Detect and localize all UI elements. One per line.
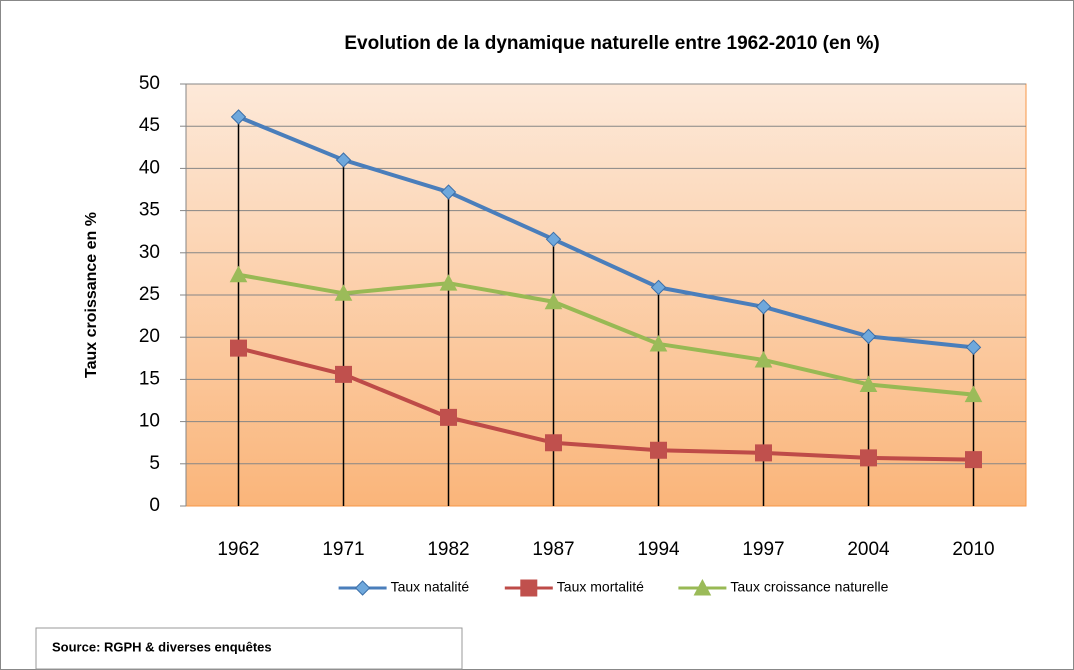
marker [229, 265, 248, 283]
series-line [238, 272, 974, 397]
marker [754, 350, 773, 368]
marker [230, 339, 247, 357]
marker [859, 375, 878, 392]
marker [440, 184, 457, 200]
marker [755, 299, 772, 315]
marker [334, 284, 353, 301]
source-box [35, 627, 463, 670]
legend-marker [520, 579, 538, 597]
y-tick-label: 45 [139, 115, 160, 136]
legend-label: Taux natalité [391, 579, 470, 595]
y-tick-label: 40 [139, 157, 160, 178]
marker [650, 441, 667, 459]
chart-title: Evolution de la dynamique naturelle entr… [344, 33, 879, 54]
y-tick-label: 5 [149, 453, 160, 474]
series-line [238, 346, 974, 462]
marker [650, 279, 667, 296]
x-tick-label: 1987 [532, 539, 574, 560]
marker [544, 292, 563, 310]
marker [649, 334, 668, 352]
legend-marker [693, 578, 712, 596]
x-tick-label: 1982 [427, 539, 469, 560]
marker [335, 152, 352, 168]
y-tick-label: 25 [139, 284, 160, 305]
marker [860, 449, 877, 467]
marker [230, 109, 247, 125]
x-tick-label: 1971 [322, 539, 364, 560]
y-tick-label: 35 [139, 200, 160, 221]
marker [965, 339, 982, 356]
marker [545, 231, 562, 248]
marker [439, 274, 458, 291]
marker [545, 434, 562, 452]
legend-label: Taux croissance naturelle [730, 579, 888, 595]
y-tick-label: 15 [139, 368, 160, 389]
y-tick-label: 10 [139, 411, 160, 432]
x-tick-label: 1962 [217, 539, 259, 560]
marker [965, 451, 982, 469]
legend-marker [354, 580, 371, 596]
marker [440, 408, 457, 426]
y-tick-label: 20 [139, 326, 160, 347]
marker [755, 444, 772, 462]
y-axis-label: Taux croissance en % [83, 212, 100, 378]
marker [860, 328, 877, 345]
marker [964, 385, 983, 403]
x-tick-label: 2010 [952, 539, 994, 560]
source: Source: RGPH & diverses enquêtes [52, 639, 272, 654]
legend-label: Taux mortalité [557, 579, 644, 595]
x-tick-label: 2004 [847, 539, 890, 560]
x-tick-label: 1994 [637, 539, 680, 560]
marker [335, 365, 352, 383]
y-tick-label: 50 [139, 73, 160, 94]
x-tick-label: 1997 [742, 539, 784, 560]
y-tick-label: 30 [139, 242, 160, 263]
series-line [237, 115, 974, 350]
y-tick-label: 0 [149, 495, 160, 516]
